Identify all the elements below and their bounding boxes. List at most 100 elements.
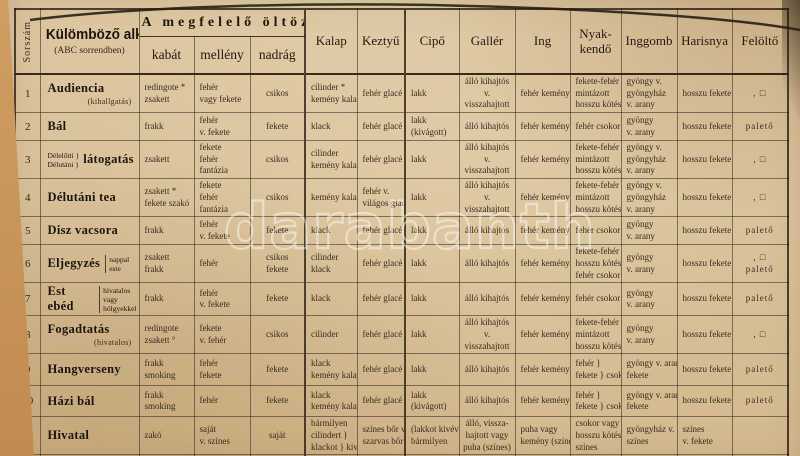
cell-nadrag: csikos xyxy=(249,315,306,355)
occasion-cell: Bál xyxy=(39,112,140,142)
col-header-line: Keztyű xyxy=(362,33,400,49)
cell-kabat: frakk smoking xyxy=(138,385,195,418)
cell-melleny: fehér vagy fekete xyxy=(193,73,251,114)
cell-line: (kivágott) xyxy=(411,401,447,412)
cell-line: fehér kemény xyxy=(520,224,570,235)
cell-line: cilinder xyxy=(311,147,339,158)
cell-line: fekete xyxy=(266,263,289,274)
cell-nadrag: csikos xyxy=(249,73,306,114)
cell-line: színes bőr v. xyxy=(362,424,406,435)
cell-line: hosszu fekete xyxy=(682,224,732,235)
cell-keztyu: fehér glacé xyxy=(356,73,406,114)
cell-line: fehér xyxy=(199,81,218,92)
cell-line: hosszu fekete xyxy=(682,87,732,98)
cell-line: fehér kemény xyxy=(520,395,570,406)
cell-line: álló kihajtós xyxy=(464,317,510,328)
cell-kalap: kemény kalap xyxy=(304,178,358,218)
cell-line: csikos xyxy=(266,191,289,202)
cell-line: frakk xyxy=(144,293,164,304)
cell-cipo: lakk xyxy=(404,140,460,180)
cell-line: klack xyxy=(311,358,331,369)
cell-line: gyöngy xyxy=(626,287,654,298)
cell-line: hosszu fekete xyxy=(682,153,732,164)
col-header-line: kendő xyxy=(579,40,612,56)
cell-line: klack xyxy=(311,389,331,400)
cell-nadrag: fekete xyxy=(249,353,306,387)
cell-keztyu: fehér v.világos glacé xyxy=(356,178,406,218)
cell-felolto: , □ palető xyxy=(731,244,789,284)
cell-inggomb: gyöngy v. arany xyxy=(620,282,678,317)
col-header-felolto: Felöltő xyxy=(731,8,789,75)
cell-harisnya: hosszu fekete xyxy=(676,178,733,218)
occasion-variant-stack: hivatalos vagy hölgyekkel xyxy=(99,285,137,313)
cell-line: v. fekete xyxy=(199,126,230,137)
cell-line: v. arany xyxy=(626,334,655,345)
cell-inggomb: gyöngy v. gyöngyház v. arany xyxy=(620,73,678,114)
cell-line: frakk xyxy=(144,389,164,400)
occasion-cell: Hivatal xyxy=(39,416,140,456)
cell-line: gyöngy xyxy=(626,252,654,263)
cell-line: fekete xyxy=(626,369,649,380)
variant-line: hölgyekkel xyxy=(103,303,137,313)
cell-cipo: lakk xyxy=(404,244,460,284)
cell-line: lakk xyxy=(411,328,427,339)
col-header-sorszam: Sorszám xyxy=(14,8,41,75)
cell-nyakkendo: fekete-fehér mintázott hosszu kötésű xyxy=(569,315,622,355)
cell-line: lakk xyxy=(411,293,427,304)
cell-nyakkendo: csokor vagy hosszu kötésű színes xyxy=(569,416,622,456)
cell-line: visszahajtott xyxy=(464,203,510,214)
cell-line: színes xyxy=(575,441,598,452)
cell-felolto: palető xyxy=(731,216,789,246)
cell-line: palető xyxy=(745,293,774,304)
cell-line: színes xyxy=(626,435,649,446)
cell-nadrag: fekete xyxy=(249,385,306,418)
cell-line: hosszu fekete xyxy=(682,191,732,202)
col-header-galler: Gallér xyxy=(458,8,516,75)
cell-line: bármilyen xyxy=(311,418,348,429)
cell-line: kemény (színes) xyxy=(520,435,570,446)
occasion-subnote: (hivatalos) xyxy=(93,338,132,348)
cell-ing: fehér kemény xyxy=(514,112,571,142)
cell-line: fehér glacé xyxy=(362,87,403,98)
cell-line: fehér glacé xyxy=(362,395,403,406)
cell-line: csikos xyxy=(266,153,289,164)
cell-nyakkendo: fehér }fekete } csokor xyxy=(569,385,622,418)
cell-harisnya: hosszu fekete xyxy=(676,353,733,387)
cell-inggomb: gyöngy v. arany xyxy=(620,112,678,142)
cell-line: v. xyxy=(483,328,491,339)
occasion-cell: Hangverseny xyxy=(39,353,140,387)
variant-line: vagy xyxy=(103,294,118,304)
cell-nyakkendo: fekete-fehér hosszu kötésű fehér csokor xyxy=(569,244,622,284)
cell-inggomb: gyöngy v. arany xyxy=(620,216,678,246)
prefix-line: Délelőtti } xyxy=(47,150,80,160)
cell-melleny: fehér v. fekete xyxy=(193,112,251,142)
cell-line: klack xyxy=(311,224,331,235)
cell-line: fekete xyxy=(266,395,289,406)
cell-line: gyöngy v. arany xyxy=(626,389,677,400)
cell-cipo: lakk xyxy=(404,216,460,246)
col-header-line: Cipő xyxy=(419,33,445,49)
cell-ing: fehér kemény xyxy=(514,385,571,418)
cell-line: hosszu kötésű xyxy=(575,165,622,176)
cell-line: fehér glacé xyxy=(362,328,403,339)
cell-line: gyöngy v. xyxy=(626,76,662,86)
occasion-name: látogatás xyxy=(83,152,134,167)
cell-line: v. fekete xyxy=(199,299,230,310)
col-header-line: Ing xyxy=(533,33,552,49)
cell-nadrag: fekete xyxy=(249,282,306,317)
cell-line: v. arany xyxy=(626,99,655,110)
occasion-name: Est ebéd xyxy=(47,284,74,314)
cell-kalap: cilinder xyxy=(304,315,358,355)
cell-line: álló kihajtós xyxy=(464,257,510,268)
cell-line: v. fekete xyxy=(199,230,230,241)
cell-felolto: , □ xyxy=(731,140,789,180)
cell-inggomb: gyöngy v. aranyfekete xyxy=(620,353,678,387)
cell-line: fehér kemény xyxy=(520,328,570,339)
cell-line: lakk xyxy=(411,87,427,98)
cell-ing: fehér kemény xyxy=(514,315,571,355)
cell-ing: fehér kemény xyxy=(514,216,571,246)
page-corner-shadow xyxy=(782,0,800,130)
occasion-cell: Audiencia (kihallgatás) xyxy=(39,73,140,114)
table-row: 3 Délelőtti } Délutáni } látogatás zsakett fe… xyxy=(14,140,789,180)
cell-line: , □ xyxy=(753,328,767,339)
